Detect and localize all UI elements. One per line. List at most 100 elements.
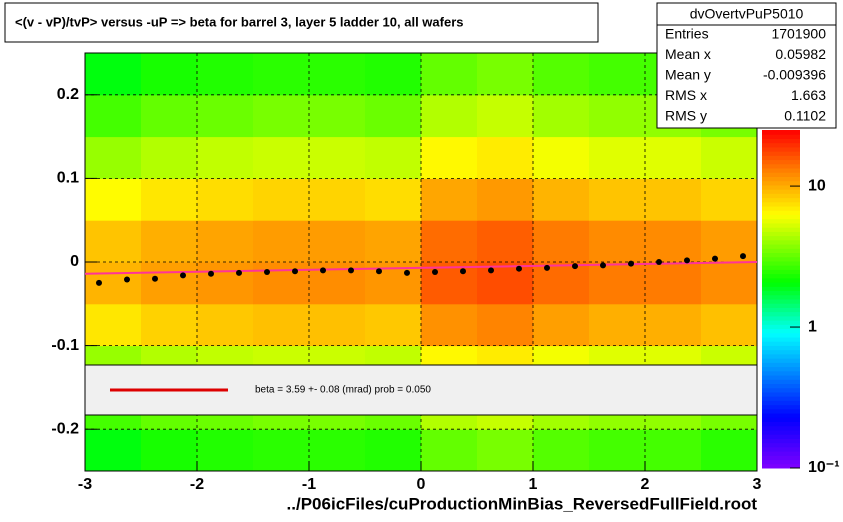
- stats-value: 1701900: [771, 26, 826, 42]
- heatmap-cell: [197, 262, 254, 305]
- heatmap-cell: [533, 429, 590, 472]
- heatmap-cell: [85, 303, 142, 347]
- color-bar-segment: [762, 370, 800, 376]
- color-bar-segment: [762, 134, 800, 139]
- heatmap-cell: [309, 136, 366, 179]
- stats-value: 0.1102: [784, 108, 826, 124]
- heatmap-cell: [701, 220, 758, 263]
- heatmap-cell: [421, 220, 478, 263]
- heatmap-cell: [253, 94, 310, 138]
- profile-point: [628, 260, 634, 267]
- heatmap-cell: [477, 262, 534, 305]
- z-tick-label: 10⁻¹: [808, 459, 840, 476]
- color-bar-segment: [762, 146, 800, 152]
- color-bar-segment: [762, 396, 800, 401]
- color-bar-segment: [762, 265, 800, 270]
- heatmap-cell: [365, 94, 422, 138]
- heatmap-cell: [309, 220, 366, 263]
- heatmap-cell: [197, 429, 254, 472]
- color-bar-segment: [762, 442, 800, 448]
- profile-point: [208, 270, 214, 277]
- heatmap-cell: [197, 178, 254, 221]
- profile-point: [348, 267, 354, 274]
- heatmap-cell: [197, 136, 254, 179]
- profile-point: [180, 272, 186, 279]
- heatmap-cell: [645, 136, 702, 179]
- heatmap-cell: [477, 178, 534, 221]
- profile-point: [264, 269, 270, 276]
- y-tick-label: 0.2: [57, 86, 79, 103]
- profile-point: [404, 269, 410, 276]
- stats-label: RMS x: [665, 87, 707, 103]
- x-tick-label: -3: [78, 476, 92, 493]
- y-tick-label: -0.2: [51, 420, 79, 437]
- heatmap-cell: [253, 303, 310, 347]
- color-bar-segment: [762, 180, 800, 186]
- profile-point: [572, 263, 578, 270]
- x-tick-label: -1: [302, 476, 316, 493]
- heatmap-cell: [85, 220, 142, 263]
- color-bar-segment: [762, 172, 800, 177]
- color-bar-segment: [762, 286, 800, 292]
- heatmap-cell: [197, 220, 254, 263]
- color-bar-segment: [762, 408, 800, 414]
- color-bar-segment: [762, 446, 800, 452]
- profile-point: [600, 262, 606, 269]
- color-bar-segment: [762, 138, 800, 144]
- color-bar-segment: [762, 320, 800, 325]
- heatmap-cell: [477, 220, 534, 263]
- profile-point: [236, 269, 242, 276]
- color-bar-segment: [762, 130, 800, 135]
- x-tick-label: 0: [417, 476, 426, 493]
- color-bar-segment: [762, 193, 800, 199]
- heatmap-cell: [701, 303, 758, 347]
- heatmap-cell: [309, 303, 366, 347]
- color-bar-segment: [762, 222, 800, 228]
- heatmap-cell: [589, 303, 646, 347]
- profile-point: [152, 275, 158, 282]
- color-bar-segment: [762, 345, 800, 351]
- heatmap-cell: [309, 178, 366, 221]
- heatmap-cell: [141, 53, 198, 96]
- heatmap-cell: [533, 136, 590, 179]
- profile-point: [740, 253, 746, 260]
- color-bar-segment: [762, 176, 800, 182]
- color-bar-segment: [762, 299, 800, 304]
- heatmap-cell: [309, 94, 366, 138]
- profile-point: [460, 268, 466, 275]
- heatmap-cell: [85, 136, 142, 179]
- heatmap-cell: [141, 220, 198, 263]
- heatmap-cell: [533, 262, 590, 305]
- profile-point: [320, 267, 326, 274]
- heatmap-cell: [421, 136, 478, 179]
- color-bar-segment: [762, 210, 800, 215]
- heatmap-cell: [421, 429, 478, 472]
- color-bar-segment: [762, 349, 800, 355]
- color-bar-segment: [762, 184, 800, 190]
- color-bar-segment: [762, 429, 800, 435]
- heatmap-cell: [365, 220, 422, 263]
- profile-point: [432, 269, 438, 276]
- color-bar-segment: [762, 425, 800, 431]
- x-tick-label: -2: [190, 476, 204, 493]
- profile-point: [124, 276, 130, 283]
- color-bar-segment: [762, 244, 800, 249]
- profile-point: [96, 279, 102, 286]
- y-tick-label: -0.1: [51, 337, 79, 354]
- heatmap-cell: [533, 220, 590, 263]
- color-bar-segment: [762, 290, 800, 296]
- color-bar-segment: [762, 455, 800, 461]
- heatmap-cell: [645, 303, 702, 347]
- heatmap-cell: [645, 429, 702, 472]
- heatmap-cell: [141, 136, 198, 179]
- profile-point: [292, 268, 298, 275]
- heatmap-cell: [85, 53, 142, 96]
- color-bar-segment: [762, 260, 800, 266]
- color-bar-segment: [762, 413, 800, 418]
- heatmap-cell: [533, 53, 590, 96]
- color-bar-segment: [762, 463, 800, 469]
- heatmap-cell: [589, 136, 646, 179]
- heatmap-cell: [253, 429, 310, 472]
